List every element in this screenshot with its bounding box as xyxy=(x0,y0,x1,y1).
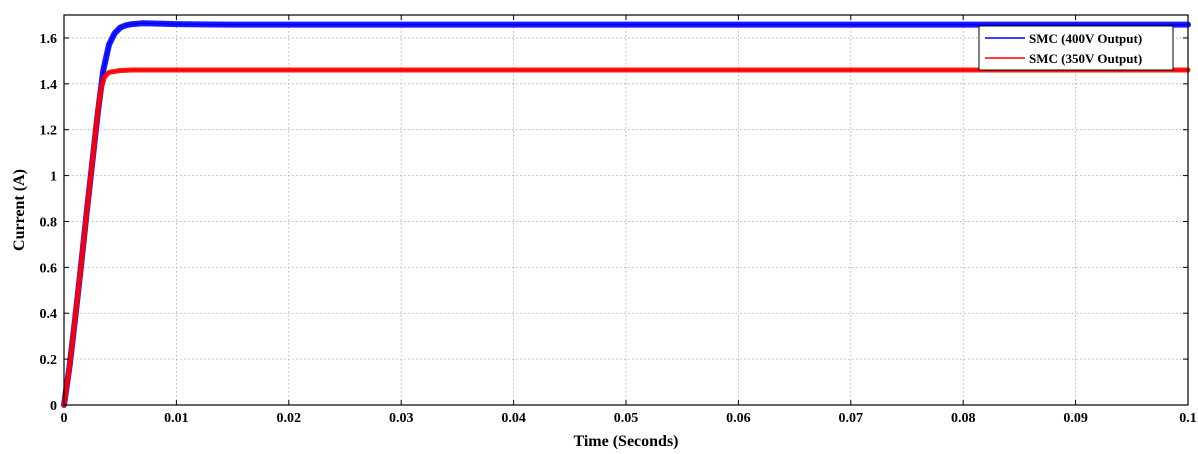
y-tick-label: 1.2 xyxy=(40,124,58,139)
plot-frame xyxy=(63,14,1189,406)
legend-label-1: SMC (400V Output) xyxy=(1029,31,1142,46)
y-axis-label: Current (A) xyxy=(11,169,28,251)
x-tick-label: 0.01 xyxy=(164,411,189,426)
x-tick-label: 0.06 xyxy=(726,411,751,426)
x-tick-label: 0.1 xyxy=(1179,411,1197,426)
legend: SMC (400V Output) SMC (350V Output) xyxy=(978,25,1174,71)
x-tick-label: 0.03 xyxy=(389,411,414,426)
x-tick-label: 0.08 xyxy=(951,411,976,426)
x-tick-label: 0.02 xyxy=(277,411,302,426)
series-lines xyxy=(61,20,1191,408)
y-tick-label: 0.8 xyxy=(40,215,58,230)
y-tick-label: 1.6 xyxy=(40,32,58,47)
y-tick-label: 1 xyxy=(50,170,57,185)
x-tick-label: 0 xyxy=(61,411,68,426)
x-tick-label: 0.04 xyxy=(501,411,526,426)
y-tick-label: 0 xyxy=(50,399,57,414)
legend-box xyxy=(978,25,1174,71)
x-tick-label: 0.05 xyxy=(614,411,639,426)
grid xyxy=(64,15,1188,405)
legend-label-2: SMC (350V Output) xyxy=(1029,51,1142,66)
y-tick-label: 0.6 xyxy=(40,261,58,276)
x-tick-label: 0.09 xyxy=(1063,411,1088,426)
x-tick-label: 0.07 xyxy=(839,411,864,426)
x-axis-label: Time (Seconds) xyxy=(573,433,678,449)
y-tick-label: 1.4 xyxy=(40,78,58,93)
y-tick-label: 0.2 xyxy=(40,353,58,368)
y-tick-label: 0.4 xyxy=(40,307,58,322)
axis-ticks: 0 0.01 0.02 0.03 0.04 0.05 0.06 0.07 0.08 0.09 0.1… xyxy=(40,15,1197,426)
series-line-2 xyxy=(63,69,1188,406)
